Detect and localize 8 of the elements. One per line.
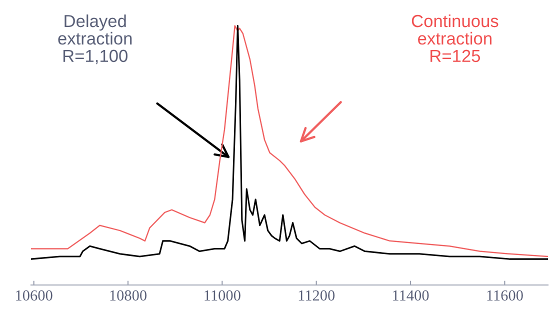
x-tick-label: 11600 (487, 290, 523, 301)
x-tick-label: 11200 (298, 290, 335, 301)
x-tick-label: 11400 (393, 290, 429, 301)
annotation: Continuous extraction R=125 (412, 14, 498, 62)
x-tick-label: 10600 (16, 290, 52, 301)
x-tick-label: 10800 (110, 290, 147, 301)
x-tick-label: 11000 (204, 290, 240, 301)
annotation: Delayed extraction R=1,100 (58, 14, 132, 64)
